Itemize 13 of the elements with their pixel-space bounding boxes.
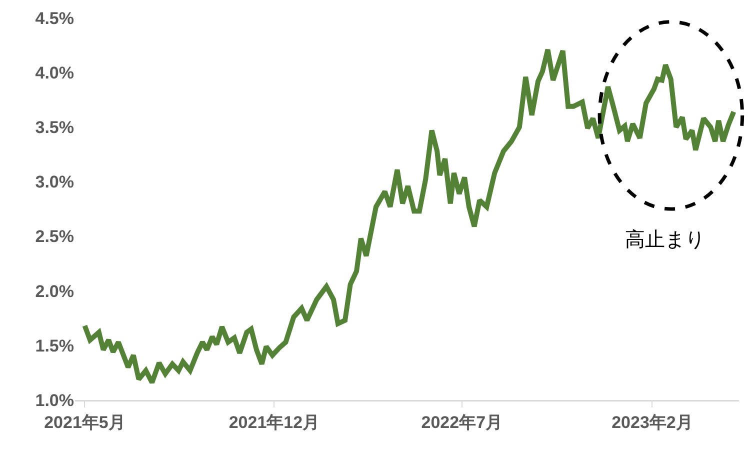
y-tick-label: 4.5%	[35, 8, 74, 28]
y-tick-label: 1.0%	[35, 390, 74, 410]
annotation: 高止まり	[625, 228, 705, 251]
y-tick-label: 2.5%	[35, 227, 74, 246]
x-tick-label: 2021年5月	[44, 412, 126, 432]
y-tick-label: 3.5%	[35, 118, 74, 138]
y-tick-label: 1.5%	[35, 336, 74, 356]
y-tick-label: 4.0%	[35, 64, 74, 83]
y-tick-label: 3.0%	[35, 172, 74, 192]
x-tick-label: 2022年7月	[421, 412, 503, 432]
x-tick-label: 2021年12月	[228, 412, 320, 432]
x-tick-label: 2023年2月	[612, 412, 693, 432]
y-tick-label: 2.0%	[35, 282, 74, 301]
